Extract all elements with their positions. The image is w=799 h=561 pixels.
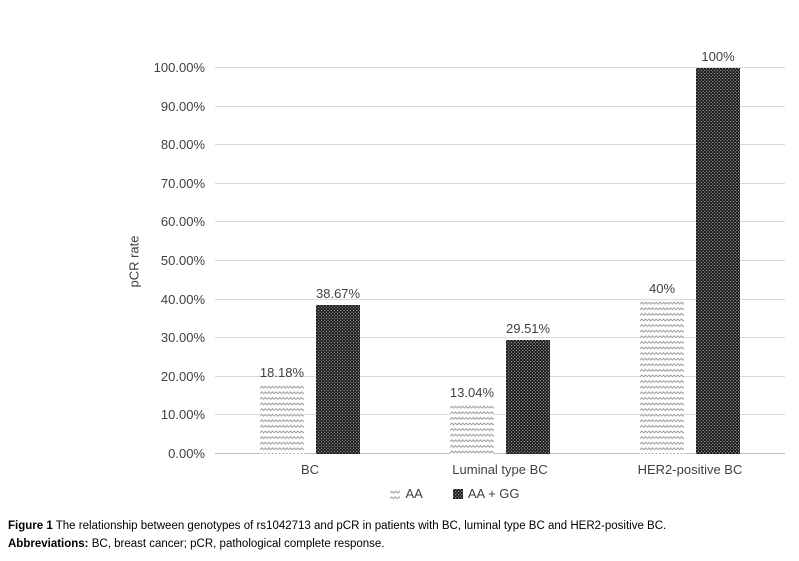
bar-wrap-aa-gg-luminal-type-bc: 29.51% bbox=[506, 321, 550, 454]
y-tick-label: 20.00% bbox=[160, 368, 205, 384]
bar-wrap-aa-gg-bc: 38.67% bbox=[316, 286, 360, 454]
x-axis-labels: BC Luminal type BC HER2-positive BC bbox=[215, 462, 785, 477]
bar-wrap-aa-bc: 18.18% bbox=[260, 365, 304, 454]
x-category-label-her2-positive-bc: HER2-positive BC bbox=[637, 462, 743, 477]
gridline bbox=[215, 298, 785, 300]
gridline bbox=[215, 414, 785, 416]
y-axis-ticks: 0.00% 10.00% 20.00% 30.00% 40.00% 50.00% 60.00… bbox=[0, 60, 205, 461]
caption-figure-number: Figure 1 bbox=[8, 520, 53, 532]
legend-item-aa: AA bbox=[390, 486, 423, 501]
caption-line-1: Figure 1 The relationship between genoty… bbox=[8, 519, 792, 533]
x-axis-line bbox=[215, 453, 785, 454]
y-tick-label: 100.00% bbox=[153, 60, 205, 75]
gridlines bbox=[215, 67, 785, 454]
legend-item-aa-gg: AA + GG bbox=[452, 486, 520, 501]
bar-wrap-aa-luminal-type-bc: 13.04% bbox=[450, 385, 494, 454]
gridline bbox=[215, 67, 785, 68]
y-tick-label: 70.00% bbox=[160, 175, 205, 191]
y-tick-label: 40.00% bbox=[160, 291, 205, 307]
bar-aa-bc bbox=[259, 384, 304, 454]
y-tick-label: 0.00% bbox=[168, 446, 205, 461]
caption-abbreviations-text: BC, breast cancer; pCR, pathological com… bbox=[91, 538, 385, 550]
gridline bbox=[215, 105, 785, 107]
gridline bbox=[215, 221, 785, 223]
gridline bbox=[215, 144, 785, 146]
y-tick-label: 10.00% bbox=[160, 407, 205, 423]
bar-value-label: 38.67% bbox=[316, 286, 361, 301]
y-tick-label: 60.00% bbox=[160, 214, 205, 230]
gridline bbox=[215, 375, 785, 377]
legend-label-aa: AA bbox=[405, 486, 423, 501]
plot-area: 18.18% 38.67% 13.04% 29.51% 40% 100% bbox=[215, 49, 785, 454]
figure-caption: Figure 1 The relationship between genoty… bbox=[8, 519, 792, 555]
caption-line-2: Abbreviations: BC, breast cancer; pCR, p… bbox=[8, 537, 792, 551]
aa-pattern-swatch bbox=[390, 488, 401, 499]
bar-group-luminal-type-bc: 13.04% 29.51% bbox=[405, 68, 595, 454]
y-tick-label: 30.00% bbox=[160, 330, 205, 346]
bar-group-bc: 18.18% 38.67% bbox=[215, 68, 405, 454]
gridline bbox=[215, 260, 785, 261]
caption-text: The relationship between genotypes of rs… bbox=[55, 520, 667, 532]
y-tick-label: 80.00% bbox=[160, 137, 205, 153]
bar-value-label: 29.51% bbox=[506, 321, 551, 336]
gridline bbox=[215, 337, 785, 339]
bar-wrap-aa-her2-positive-bc: 40% bbox=[640, 281, 684, 454]
bar-value-label: 100% bbox=[701, 49, 735, 64]
bar-aa-gg-luminal-type-bc bbox=[506, 340, 551, 454]
bar-value-label: 18.18% bbox=[259, 365, 304, 380]
bar-aa-her2-positive-bc bbox=[640, 300, 684, 454]
legend: AA AA + GG bbox=[120, 486, 790, 501]
caption-abbreviations-label: Abbreviations: bbox=[8, 538, 89, 550]
bar-groups: 18.18% 38.67% 13.04% 29.51% 40% 100% bbox=[215, 49, 785, 454]
bar-aa-gg-bc bbox=[316, 305, 361, 454]
x-category-label-bc: BC bbox=[300, 462, 320, 477]
bar-group-her2-positive-bc: 40% 100% bbox=[595, 49, 785, 454]
y-tick-label: 50.00% bbox=[160, 253, 205, 268]
bar-aa-gg-her2-positive-bc bbox=[696, 68, 740, 454]
aa-gg-pattern-swatch bbox=[452, 488, 463, 499]
bar-value-label: 13.04% bbox=[449, 385, 494, 400]
gridline bbox=[215, 182, 785, 184]
x-category-label-luminal-type-bc: Luminal type BC bbox=[452, 462, 548, 477]
legend-label-aa-gg: AA + GG bbox=[467, 486, 520, 501]
bar-value-label: 40% bbox=[648, 281, 676, 296]
y-tick-label: 90.00% bbox=[160, 98, 205, 114]
bar-wrap-aa-gg-her2-positive-bc: 100% bbox=[696, 49, 740, 454]
bar-aa-luminal-type-bc bbox=[449, 404, 494, 454]
